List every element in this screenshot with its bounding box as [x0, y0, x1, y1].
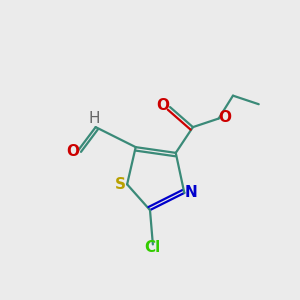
Text: N: N [185, 185, 198, 200]
Text: O: O [66, 144, 79, 159]
Text: S: S [115, 177, 125, 192]
Text: H: H [88, 111, 100, 126]
Text: O: O [218, 110, 232, 124]
Text: Cl: Cl [145, 240, 161, 255]
Text: O: O [156, 98, 170, 113]
